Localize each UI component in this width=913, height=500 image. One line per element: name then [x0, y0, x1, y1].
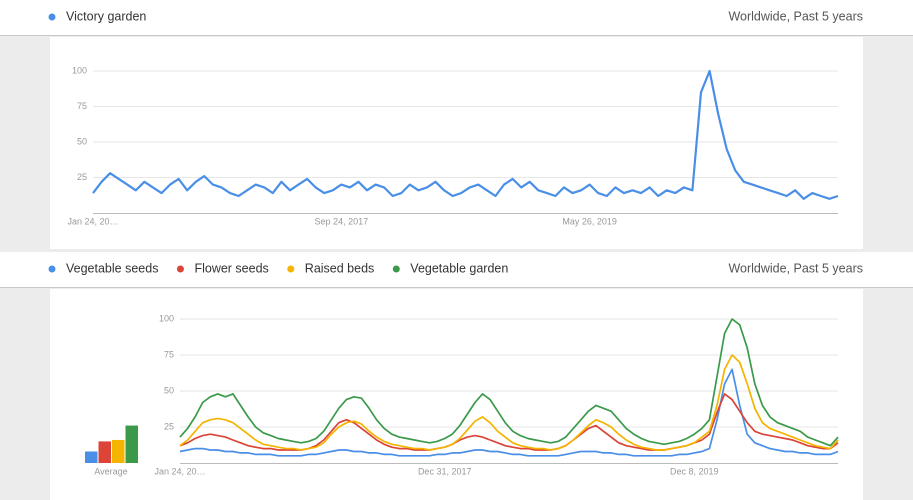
series-line	[179, 368, 839, 457]
legend-marker	[176, 265, 184, 273]
y-tick-label: 100	[159, 313, 174, 323]
series-line	[92, 69, 839, 200]
legend-label: Vegetable seeds	[66, 261, 158, 275]
average-bar	[85, 451, 98, 463]
average-bar	[112, 439, 125, 463]
legend-marker	[287, 265, 295, 273]
series-line	[179, 393, 839, 451]
chart-card	[50, 37, 863, 249]
legend-marker	[392, 265, 400, 273]
y-tick-label: 25	[77, 172, 87, 182]
header-bar	[0, 252, 913, 287]
y-tick-label: 100	[72, 65, 87, 75]
legend-label: Raised beds	[305, 261, 375, 275]
header-subtitle: Worldwide, Past 5 years	[728, 261, 863, 275]
series-line	[179, 354, 839, 451]
y-tick-label: 50	[164, 385, 174, 395]
header-bar	[0, 0, 913, 35]
legend-marker	[48, 265, 56, 273]
average-bar	[98, 441, 111, 463]
y-tick-label: 75	[164, 349, 174, 359]
average-bar	[125, 425, 138, 463]
x-tick-label: Jan 24, 20…	[154, 466, 205, 476]
x-tick-label: Sep 24, 2017	[315, 216, 369, 226]
legend-label: Vegetable garden	[410, 261, 508, 275]
x-tick-label: Jan 24, 20…	[67, 216, 118, 226]
y-tick-label: 25	[164, 421, 174, 431]
y-tick-label: 75	[77, 101, 87, 111]
x-tick-label: May 26, 2019	[562, 216, 617, 226]
x-tick-label: Dec 31, 2017	[418, 466, 472, 476]
series-line	[179, 318, 839, 447]
y-tick-label: 50	[77, 136, 87, 146]
legend-label: Flower seeds	[194, 261, 268, 275]
average-label: Average	[94, 466, 127, 476]
legend-marker	[48, 13, 56, 21]
x-tick-label: Dec 8, 2019	[670, 466, 719, 476]
chart-card	[50, 289, 863, 500]
legend-label: Victory garden	[66, 9, 146, 23]
header-subtitle: Worldwide, Past 5 years	[728, 9, 863, 23]
